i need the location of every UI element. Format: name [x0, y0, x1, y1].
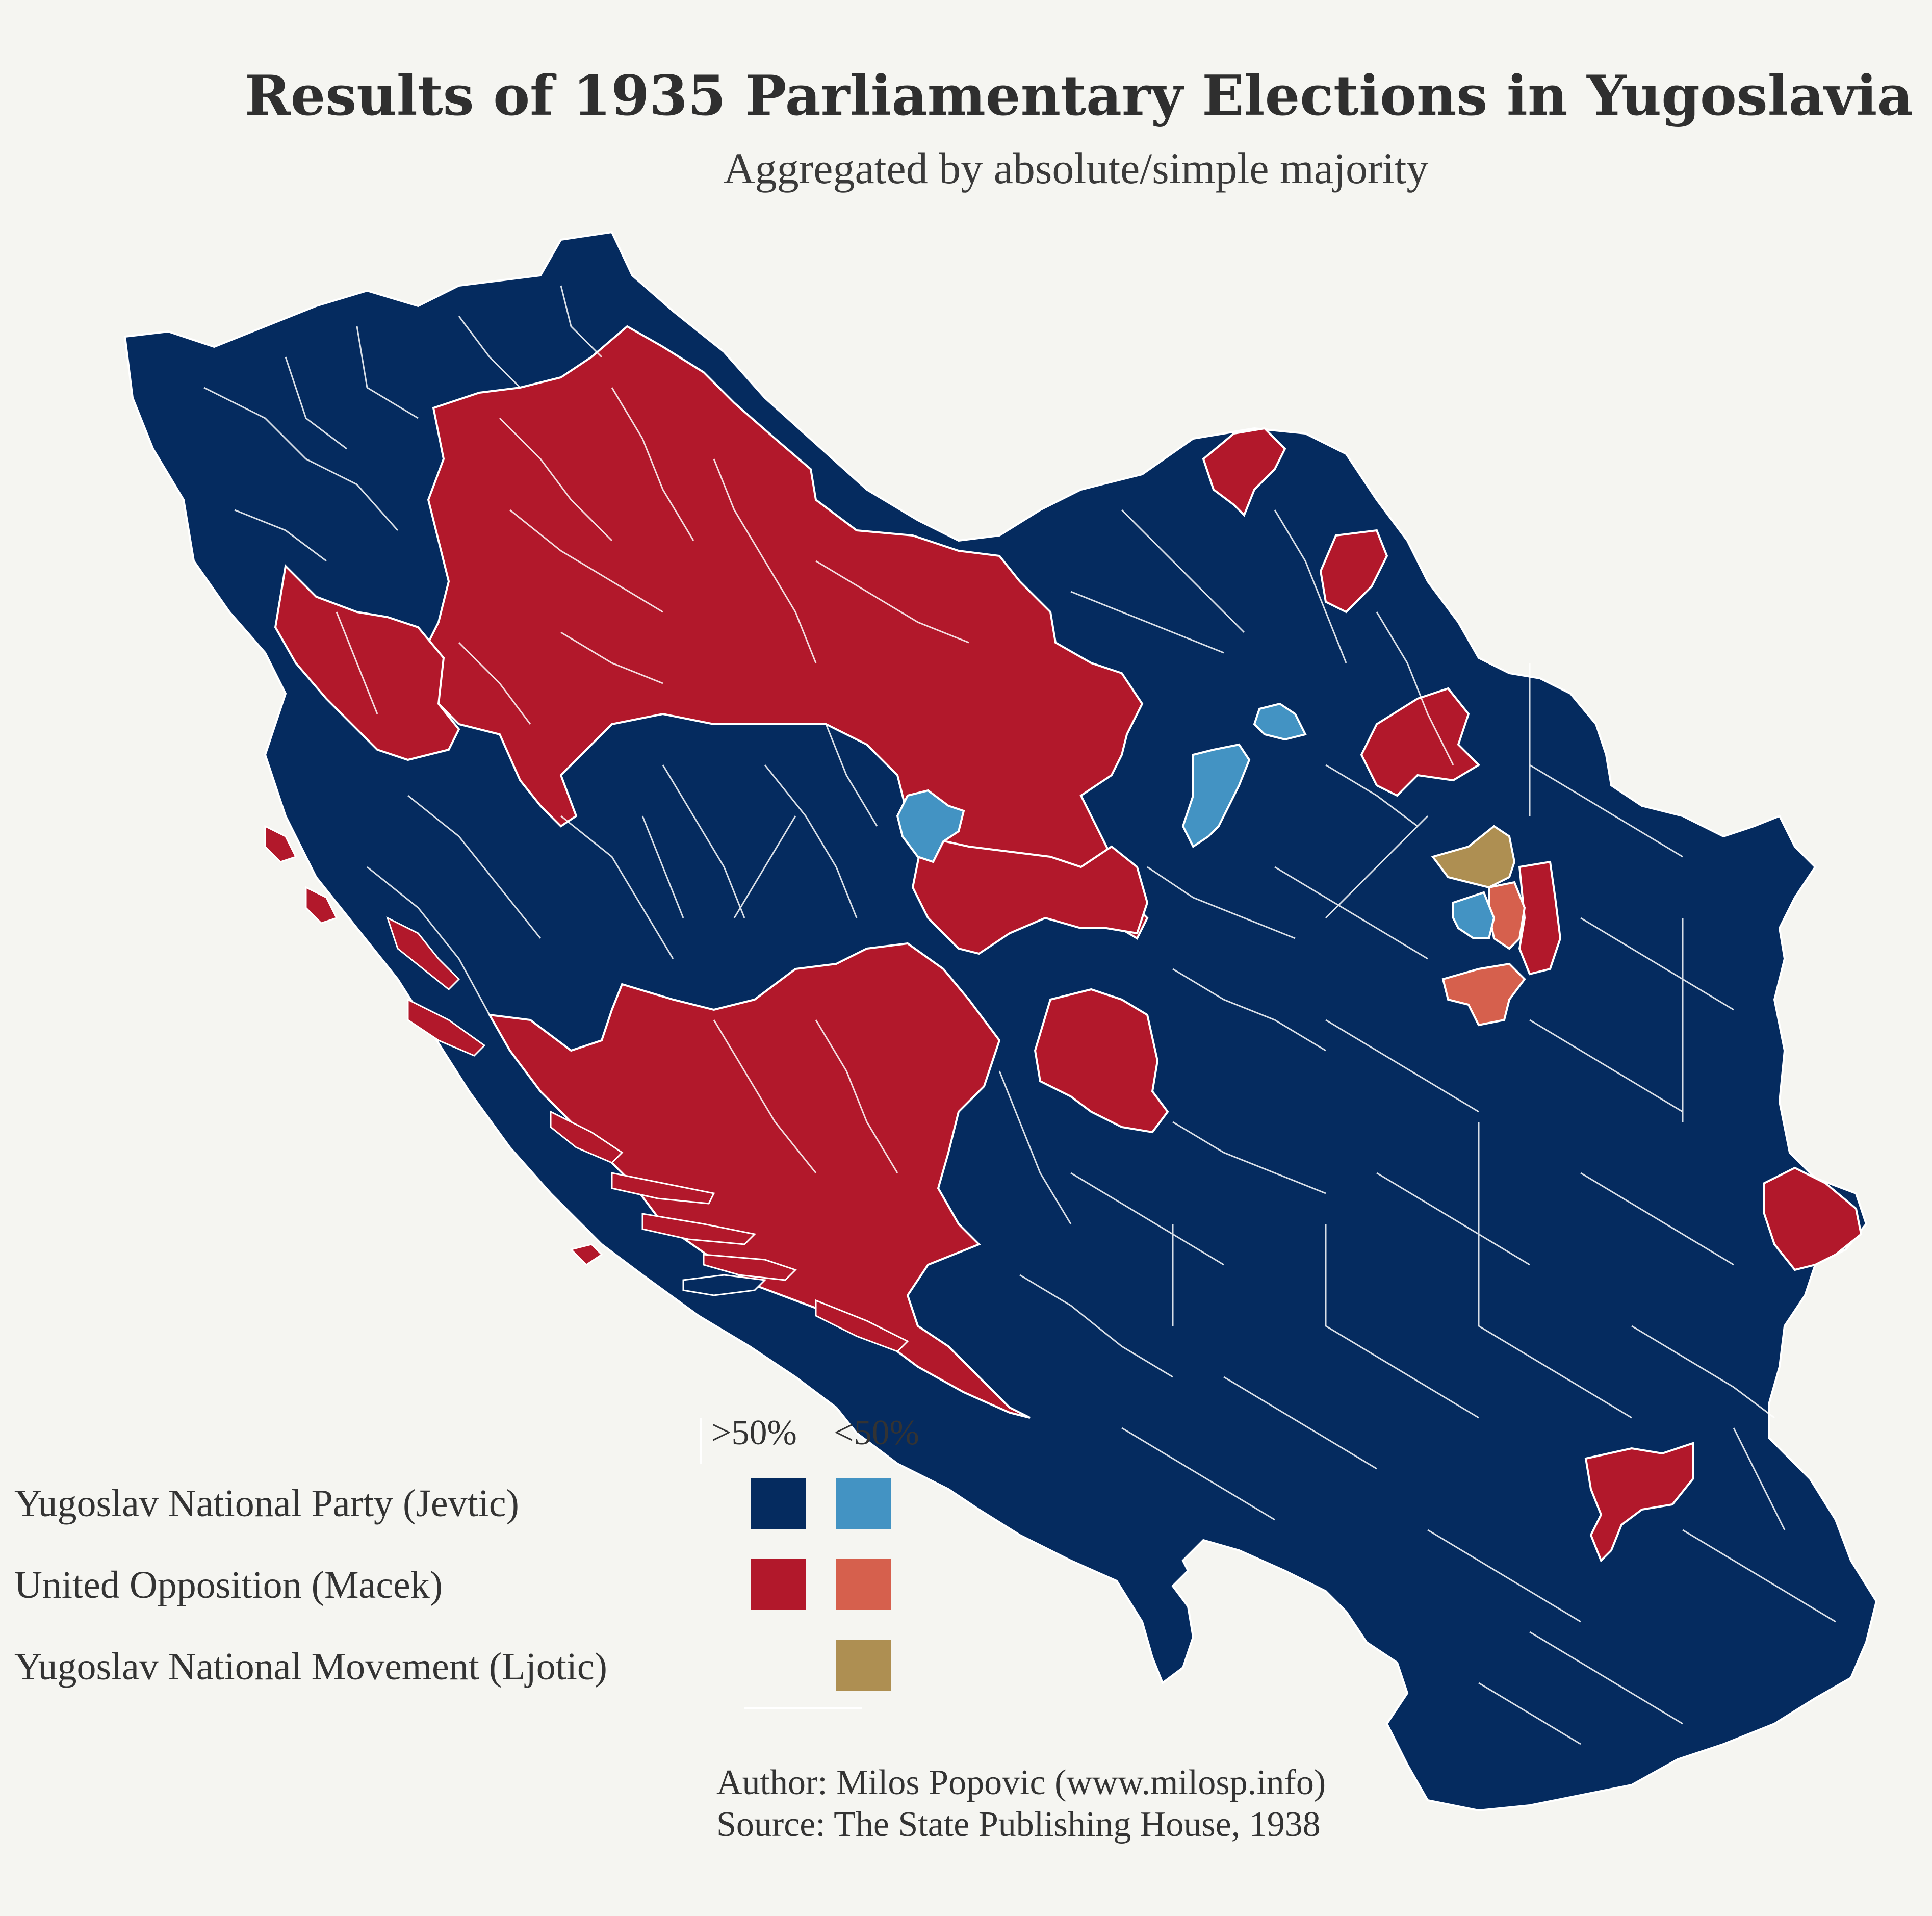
legend-swatch-opposition-plurality: [836, 1559, 891, 1610]
opposition-vojvodina-east-region: [1319, 529, 1388, 614]
legend-label-ljotic: Yugoslav National Movement (Ljotic): [14, 1645, 607, 1688]
opposition-banat-region: [1360, 687, 1481, 797]
legend-swatch-jnp-majority: [751, 1478, 806, 1529]
opposition-timok-region: [1763, 1166, 1863, 1271]
legend-swatch-jnp-plurality: [836, 1478, 891, 1529]
credits-block: Author: Milos Popovic (www.milosp.info) …: [716, 1762, 1326, 1846]
opposition-west-coast-region: [274, 564, 460, 761]
credits-author: Author: Milos Popovic (www.milosp.info): [716, 1763, 1326, 1802]
legend-header-majority: >50%: [711, 1413, 797, 1452]
legend-swatch-opposition-majority: [751, 1559, 806, 1610]
opposition-vojvodina-north-region: [1202, 427, 1286, 517]
opposition-plurality-region-1: [1488, 881, 1526, 950]
jnp-plurality-region-2: [1181, 743, 1251, 848]
map-title: Results of 1935 Parliamentary Elections …: [245, 64, 1913, 128]
district-boundaries: [203, 285, 1836, 1745]
jnp-plurality-region-4: [1452, 891, 1496, 939]
legend-swatch-ljotic-plurality: [836, 1640, 891, 1691]
legend-label-opposition: United Opposition (Macek): [14, 1564, 443, 1606]
legend-header-plurality: <50%: [834, 1413, 919, 1452]
legend-label-jnp: Yugoslav National Party (Jevtic): [14, 1482, 519, 1525]
adriatic-islands: [264, 825, 909, 1352]
ljotic-plurality-region: [1431, 825, 1516, 889]
map-subtitle: Aggregated by absolute/simple majority: [723, 144, 1429, 193]
opposition-central-region: [911, 835, 1149, 955]
opposition-plurality-region-2: [1441, 962, 1526, 1027]
opposition-dalmatia-region: [487, 942, 1031, 1419]
opposition-north-region: [417, 325, 1149, 940]
credits-source: Source: The State Publishing House, 1938: [716, 1805, 1321, 1844]
opposition-south-region: [1584, 1442, 1694, 1563]
opposition-east-bosnia-region: [1034, 988, 1169, 1134]
jnp-plurality-region-1: [896, 789, 965, 863]
jnp-plurality-region-3: [1253, 702, 1307, 741]
opposition-serbia-central-region: [1518, 860, 1562, 976]
